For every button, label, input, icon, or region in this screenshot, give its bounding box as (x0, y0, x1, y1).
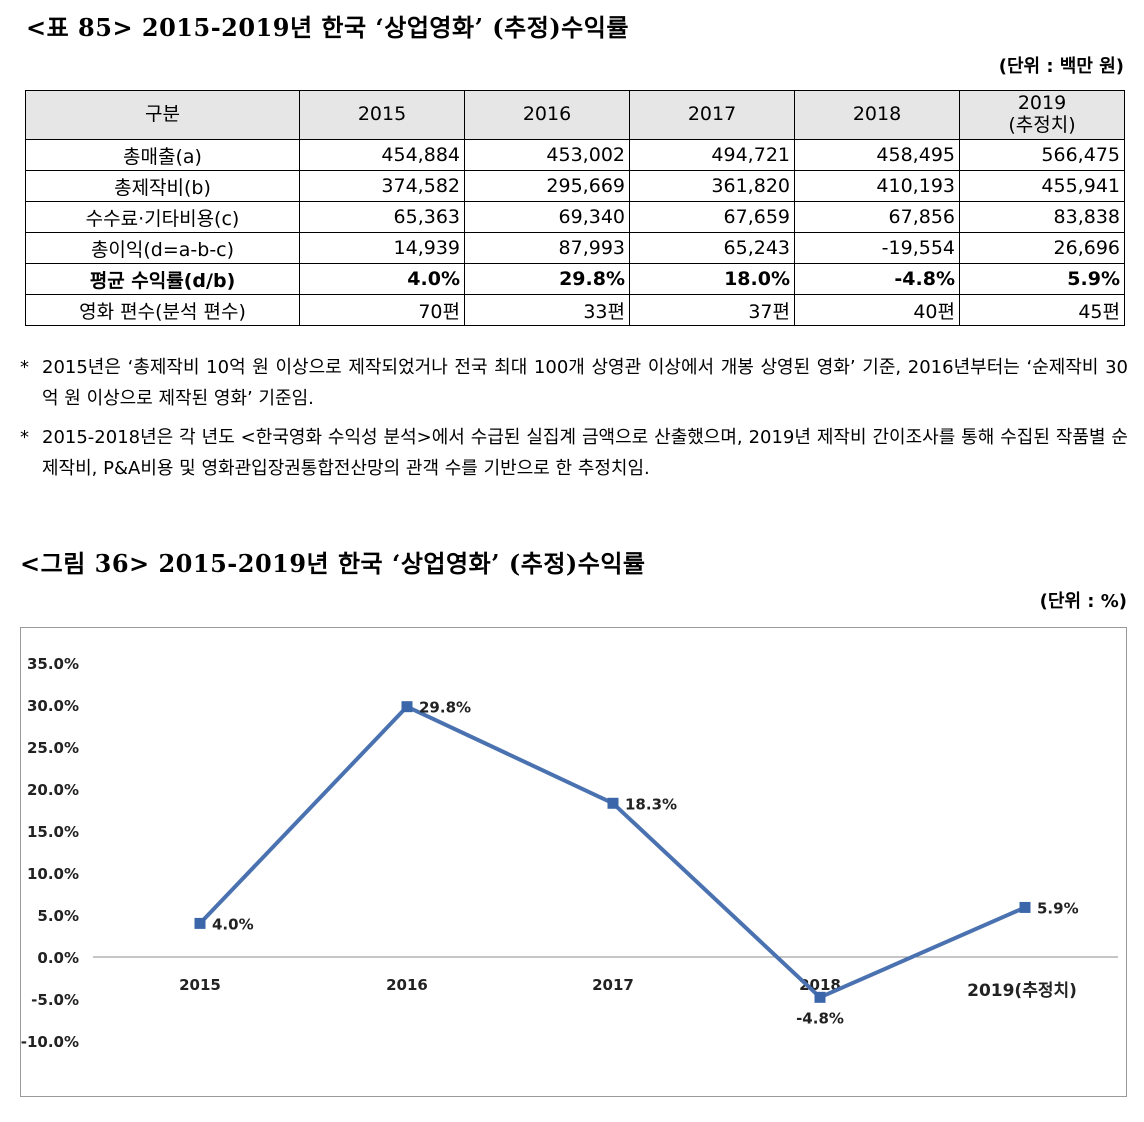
y-tick-label: 30.0% (27, 697, 79, 715)
note-2: * 2015-2018년은 각 년도 <한국영화 수익성 분석>에서 수급된 실… (20, 422, 1128, 484)
y-tick-label: 10.0% (27, 865, 79, 883)
header-2018: 2018 (794, 90, 960, 140)
table-row: 총매출(a) 454,884 453,002 494,721 458,495 566,47… (25, 139, 1125, 171)
table-cell: 33편 (464, 294, 630, 326)
row-label: 영화 편수(분석 편수) (25, 294, 300, 326)
notes: * 2015년은 ‘총제작비 10억 원 이상으로 제작되었거나 전국 최대 1… (20, 352, 1128, 492)
table-cell: 4.0% (299, 263, 465, 295)
table-cell: 374,582 (299, 170, 465, 202)
data-point-marker (814, 991, 826, 1003)
data-point-marker (607, 797, 619, 809)
note-text: 2015년은 ‘총제작비 10억 원 이상으로 제작되었거나 전국 최대 100… (42, 357, 1128, 409)
data-label: -4.8% (796, 1009, 844, 1027)
x-tick-label: 2019(추정치) (967, 981, 1077, 1001)
table-cell: 70편 (299, 294, 465, 326)
data-label: 5.9% (1037, 899, 1079, 917)
row-label: 평균 수익률(d/b) (25, 263, 300, 295)
table-row: 평균 수익률(d/b) 4.0% 29.8% 18.0% -4.8% 5.9% (25, 263, 1125, 295)
data-point-marker (401, 701, 413, 713)
header-2019: 2019 (추정치) (959, 90, 1125, 140)
y-tick-label: 35.0% (27, 655, 79, 673)
header-2016: 2016 (464, 90, 630, 140)
row-label: 총매출(a) (25, 139, 300, 171)
table-cell: 455,941 (959, 170, 1125, 202)
x-tick-label: 2015 (179, 976, 221, 994)
series-line (198, 704, 1026, 1000)
table-row: 영화 편수(분석 편수) 70편 33편 37편 40편 45편 (25, 294, 1125, 326)
x-tick-label: 2017 (592, 976, 634, 994)
chart-svg: 35.0% 30.0% 25.0% 20.0% 15.0% 10.0% 5.0% 0.0% -5… (21, 655, 1118, 1051)
table-cell: 458,495 (794, 139, 960, 171)
table-cell: 65,363 (299, 201, 465, 233)
table-cell: 87,993 (464, 232, 630, 264)
table-cell: -4.8% (794, 263, 960, 295)
table-cell: 37편 (629, 294, 795, 326)
table-cell: 566,475 (959, 139, 1125, 171)
table-cell: 26,696 (959, 232, 1125, 264)
header-2015: 2015 (299, 90, 465, 140)
note-mark: * (20, 357, 29, 378)
figure-unit: (단위 : %) (1039, 591, 1127, 612)
table-title: <표 85> 2015-2019년 한국 ‘상업영화’ (추정)수익률 (26, 13, 629, 42)
table-row: 총제작비(b) 374,582 295,669 361,820 410,193 455,9… (25, 170, 1125, 202)
table-cell: 18.0% (629, 263, 795, 295)
table-cell: 295,669 (464, 170, 630, 202)
table-cell: 45편 (959, 294, 1125, 326)
x-tick-label: 2016 (386, 976, 428, 994)
y-tick-label: 25.0% (27, 739, 79, 757)
y-tick-label: 5.0% (37, 907, 79, 925)
revenue-table: 구분 2015 2016 2017 2018 2019 (추정치) 총매출(a)… (25, 90, 1125, 326)
table-cell: 40편 (794, 294, 960, 326)
table-cell: 5.9% (959, 263, 1125, 295)
table-cell: 453,002 (464, 139, 630, 171)
data-label: 18.3% (625, 795, 677, 813)
note-1: * 2015년은 ‘총제작비 10억 원 이상으로 제작되었거나 전국 최대 1… (20, 352, 1128, 414)
y-tick-label: -5.0% (31, 991, 79, 1009)
figure-title: <그림 36> 2015-2019년 한국 ‘상업영화’ (추정)수익률 (20, 549, 646, 578)
table-cell: 67,659 (629, 201, 795, 233)
table-row: 총이익(d=a-b-c) 14,939 87,993 65,243 -19,554 26,… (25, 232, 1125, 264)
y-tick-label: -10.0% (21, 1033, 79, 1051)
data-point-marker (194, 917, 206, 929)
table-cell: 69,340 (464, 201, 630, 233)
row-label: 총이익(d=a-b-c) (25, 232, 300, 264)
table-row: 수수료·기타비용(c) 65,363 69,340 67,659 67,856 83,83… (25, 201, 1125, 233)
header-2017: 2017 (629, 90, 795, 140)
row-label: 총제작비(b) (25, 170, 300, 202)
table-cell: 494,721 (629, 139, 795, 171)
header-category: 구분 (25, 90, 300, 140)
y-tick-label: 15.0% (27, 823, 79, 841)
y-tick-label: 0.0% (37, 949, 79, 967)
note-mark: * (20, 427, 29, 448)
table-cell: 454,884 (299, 139, 465, 171)
data-point-marker (1019, 901, 1031, 913)
data-label: 29.8% (419, 699, 471, 717)
table-cell: 67,856 (794, 201, 960, 233)
table-cell: 83,838 (959, 201, 1125, 233)
table-unit: (단위 : 백만 원) (998, 56, 1124, 77)
table-cell: 361,820 (629, 170, 795, 202)
y-tick-label: 20.0% (27, 781, 79, 799)
table-cell: 410,193 (794, 170, 960, 202)
table-cell: -19,554 (794, 232, 960, 264)
table-cell: 65,243 (629, 232, 795, 264)
row-label: 수수료·기타비용(c) (25, 201, 300, 233)
note-text: 2015-2018년은 각 년도 <한국영화 수익성 분석>에서 수급된 실집계… (42, 427, 1128, 479)
table-header-row: 구분 2015 2016 2017 2018 2019 (추정치) (25, 90, 1125, 140)
line-chart: 35.0% 30.0% 25.0% 20.0% 15.0% 10.0% 5.0% 0.0% -5… (20, 627, 1127, 1097)
data-label: 4.0% (212, 915, 254, 933)
table-cell: 29.8% (464, 263, 630, 295)
table-cell: 14,939 (299, 232, 465, 264)
